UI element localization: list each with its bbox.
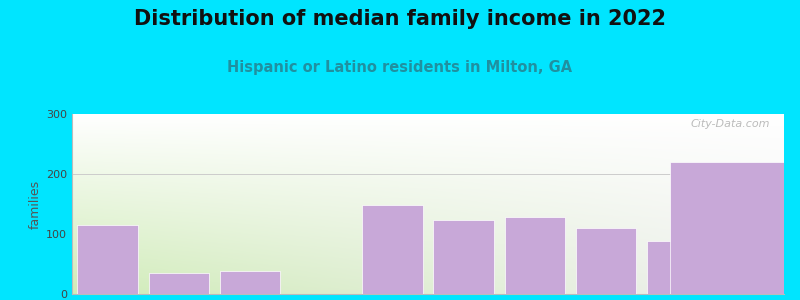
Bar bbox=[647, 241, 707, 294]
Bar bbox=[149, 273, 209, 294]
Bar bbox=[434, 220, 494, 294]
Text: City-Data.com: City-Data.com bbox=[690, 119, 770, 129]
Text: Distribution of median family income in 2022: Distribution of median family income in … bbox=[134, 9, 666, 29]
Bar bbox=[576, 228, 636, 294]
Bar bbox=[670, 162, 800, 294]
Bar bbox=[78, 225, 138, 294]
Bar bbox=[362, 205, 422, 294]
Text: Hispanic or Latino residents in Milton, GA: Hispanic or Latino residents in Milton, … bbox=[227, 60, 573, 75]
Bar bbox=[220, 271, 280, 294]
Bar bbox=[505, 217, 565, 294]
Y-axis label: families: families bbox=[29, 179, 42, 229]
